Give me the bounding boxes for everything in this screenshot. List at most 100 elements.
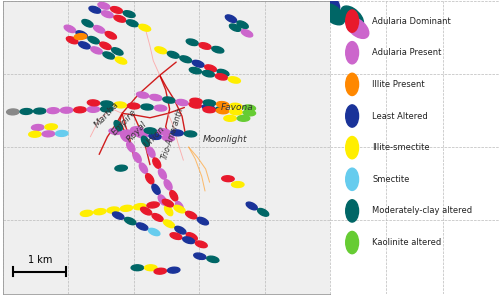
Ellipse shape <box>192 60 204 67</box>
Ellipse shape <box>230 109 242 115</box>
Circle shape <box>346 137 358 159</box>
Ellipse shape <box>136 92 149 98</box>
Ellipse shape <box>180 56 192 63</box>
Ellipse shape <box>122 130 134 136</box>
Ellipse shape <box>217 69 229 76</box>
Ellipse shape <box>232 182 244 188</box>
Ellipse shape <box>170 233 182 240</box>
Ellipse shape <box>155 47 166 54</box>
Ellipse shape <box>126 142 135 152</box>
Ellipse shape <box>98 3 110 9</box>
Ellipse shape <box>100 106 113 112</box>
Ellipse shape <box>146 174 154 184</box>
Ellipse shape <box>164 220 174 228</box>
Ellipse shape <box>171 130 183 136</box>
Ellipse shape <box>120 205 132 211</box>
Ellipse shape <box>56 130 68 136</box>
Ellipse shape <box>87 106 100 112</box>
Ellipse shape <box>246 202 258 210</box>
Ellipse shape <box>216 107 228 113</box>
Circle shape <box>346 168 358 190</box>
Ellipse shape <box>120 131 128 141</box>
Ellipse shape <box>189 102 202 108</box>
Ellipse shape <box>47 108 60 114</box>
Ellipse shape <box>133 153 141 163</box>
Ellipse shape <box>164 180 172 190</box>
Ellipse shape <box>115 165 128 171</box>
Ellipse shape <box>28 131 41 137</box>
Ellipse shape <box>196 241 207 248</box>
Ellipse shape <box>190 98 202 104</box>
Text: Adularia Dominant: Adularia Dominant <box>372 17 451 26</box>
Ellipse shape <box>212 46 224 53</box>
Ellipse shape <box>123 11 135 17</box>
Text: Empire: Empire <box>110 107 138 137</box>
Ellipse shape <box>134 204 146 210</box>
Ellipse shape <box>66 37 78 44</box>
Ellipse shape <box>158 195 166 205</box>
Ellipse shape <box>182 237 194 244</box>
Ellipse shape <box>170 191 177 201</box>
Ellipse shape <box>82 19 93 27</box>
Ellipse shape <box>42 131 54 137</box>
Ellipse shape <box>128 103 140 109</box>
Circle shape <box>346 73 358 96</box>
Ellipse shape <box>32 124 44 130</box>
Ellipse shape <box>94 26 105 33</box>
Ellipse shape <box>136 132 148 138</box>
Ellipse shape <box>88 37 100 44</box>
Ellipse shape <box>184 131 196 137</box>
Ellipse shape <box>226 15 236 22</box>
Ellipse shape <box>317 0 340 13</box>
Circle shape <box>346 231 358 254</box>
Ellipse shape <box>202 71 214 77</box>
Ellipse shape <box>74 34 86 40</box>
Ellipse shape <box>105 32 117 39</box>
Text: 1 km: 1 km <box>28 255 52 265</box>
Ellipse shape <box>147 147 155 158</box>
Ellipse shape <box>168 267 180 273</box>
Ellipse shape <box>162 135 174 141</box>
Ellipse shape <box>222 176 234 182</box>
Circle shape <box>346 42 358 64</box>
Ellipse shape <box>197 217 208 225</box>
Ellipse shape <box>89 6 101 13</box>
Ellipse shape <box>199 43 211 49</box>
Ellipse shape <box>90 47 102 54</box>
Ellipse shape <box>102 11 114 18</box>
Text: Moonlight: Moonlight <box>202 135 247 144</box>
Ellipse shape <box>216 74 228 80</box>
Ellipse shape <box>230 24 241 31</box>
Ellipse shape <box>88 100 100 106</box>
Text: Smectite: Smectite <box>372 175 410 184</box>
Text: Least Altered: Least Altered <box>372 112 428 120</box>
Ellipse shape <box>152 184 160 194</box>
Ellipse shape <box>144 128 156 134</box>
Text: Illite Present: Illite Present <box>372 80 425 89</box>
Ellipse shape <box>114 102 126 108</box>
Ellipse shape <box>186 211 197 219</box>
Ellipse shape <box>152 214 163 221</box>
Ellipse shape <box>112 212 124 219</box>
Ellipse shape <box>186 39 198 45</box>
Ellipse shape <box>6 109 19 115</box>
Text: Union: Union <box>142 124 167 149</box>
Ellipse shape <box>176 201 184 212</box>
Text: Illite-smectite: Illite-smectite <box>372 143 430 152</box>
Text: Kaolinite altered: Kaolinite altered <box>372 238 442 247</box>
Ellipse shape <box>202 104 214 111</box>
Ellipse shape <box>112 48 123 55</box>
Ellipse shape <box>168 51 179 58</box>
Ellipse shape <box>175 226 186 234</box>
Ellipse shape <box>242 30 252 37</box>
Ellipse shape <box>228 77 240 83</box>
Ellipse shape <box>163 97 175 103</box>
Ellipse shape <box>141 104 154 110</box>
Ellipse shape <box>176 99 188 106</box>
Circle shape <box>346 105 358 127</box>
Circle shape <box>346 10 358 32</box>
Ellipse shape <box>142 136 150 147</box>
Ellipse shape <box>174 205 185 213</box>
Ellipse shape <box>230 103 242 109</box>
Text: Adularia Present: Adularia Present <box>372 48 442 57</box>
